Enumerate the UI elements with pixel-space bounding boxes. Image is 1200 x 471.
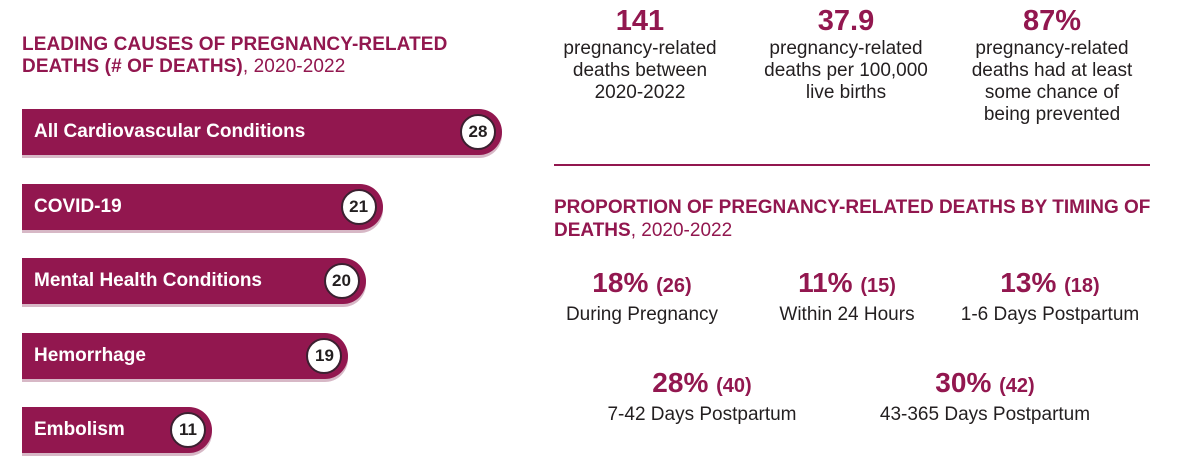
left-chart-title-text: LEADING CAUSES OF PREGNANCY-RELATED DEAT… bbox=[22, 34, 448, 77]
timing-7-42-days-label: 7-42 Days Postpartum bbox=[607, 404, 797, 425]
left-chart-title: LEADING CAUSES OF PREGNANCY-RELATED DEAT… bbox=[22, 34, 522, 78]
bar-covid-19: COVID-19 21 bbox=[22, 183, 383, 230]
bar-hemorrhage: Hemorrhage 19 bbox=[22, 332, 349, 379]
timing-within-24-hours-percent: 11% bbox=[798, 267, 853, 298]
timing-within-24-hours-count: (15) bbox=[860, 275, 896, 297]
timing-within-24-hours-label: Within 24 Hours bbox=[779, 304, 915, 325]
timing-7-42-days: 28% (40) 7-42 Days Postpartum bbox=[582, 366, 822, 427]
timing-43-365-days-label: 43-365 Days Postpartum bbox=[879, 404, 1091, 425]
bar-value-mental-health-conditions: 20 bbox=[323, 263, 360, 299]
stat-preventable: 87% pregnancy-related deaths had at leas… bbox=[952, 4, 1152, 126]
timing-1-6-days-label: 1-6 Days Postpartum bbox=[960, 304, 1140, 325]
timing-43-365-days: 30% (42) 43-365 Days Postpartum bbox=[865, 366, 1105, 427]
timing-section-title: PROPORTION OF PREGNANCY-RELATED DEATHS B… bbox=[554, 196, 1154, 242]
timing-section-title-years: , 2020-2022 bbox=[630, 220, 733, 241]
timing-section-title-text: PROPORTION OF PREGNANCY-RELATED DEATHS B… bbox=[554, 197, 1151, 241]
causes-bar-chart: All Cardiovascular Conditions 28 COVID-19 2… bbox=[0, 0, 540, 471]
timing-during-pregnancy: 18% (26) During Pregnancy bbox=[522, 266, 762, 327]
stat-preventable-text: pregnancy-related deaths had at least so… bbox=[971, 38, 1133, 125]
bar-value-hemorrhage: 19 bbox=[306, 337, 343, 374]
bar-embolism: Embolism 11 bbox=[22, 407, 212, 453]
timing-43-365-days-percent: 30% bbox=[935, 367, 992, 398]
stat-death-ratio: 37.9 pregnancy-related deaths per 100,00… bbox=[746, 4, 946, 104]
stat-preventable-value: 87% bbox=[1022, 5, 1082, 37]
stat-total-deaths: 141 pregnancy-related deaths between 202… bbox=[540, 4, 740, 104]
stat-death-ratio-value: 37.9 bbox=[817, 5, 875, 37]
bar-label-embolism: Embolism bbox=[34, 419, 125, 440]
bar-all-cardiovascular-conditions: All Cardiovascular Conditions 28 bbox=[22, 109, 502, 155]
bar-value-embolism: 11 bbox=[170, 412, 206, 448]
stat-total-deaths-text: pregnancy-related deaths between 2020-20… bbox=[563, 38, 717, 103]
stat-total-deaths-value: 141 bbox=[615, 5, 665, 37]
bar-mental-health-conditions: Mental Health Conditions 20 bbox=[22, 258, 366, 304]
bar-label-covid-19: COVID-19 bbox=[34, 195, 122, 217]
timing-1-6-days-count: (18) bbox=[1064, 275, 1100, 297]
timing-7-42-days-percent: 28% bbox=[652, 367, 709, 398]
timing-within-24-hours: 11% (15) Within 24 Hours bbox=[727, 266, 967, 327]
timing-7-42-days-count: (40) bbox=[716, 375, 752, 397]
timing-43-365-days-count: (42) bbox=[999, 375, 1035, 397]
timing-1-6-days-percent: 13% bbox=[1000, 267, 1057, 298]
bar-value-all-cardiovascular-conditions: 28 bbox=[460, 114, 496, 150]
left-chart-title-years: , 2020-2022 bbox=[242, 56, 346, 77]
timing-during-pregnancy-count: (26) bbox=[656, 275, 692, 297]
timing-1-6-days: 13% (18) 1-6 Days Postpartum bbox=[930, 266, 1170, 327]
stat-death-ratio-text: pregnancy-related deaths per 100,000 liv… bbox=[764, 38, 928, 103]
bar-value-covid-19: 21 bbox=[340, 188, 377, 225]
bar-label-hemorrhage: Hemorrhage bbox=[34, 344, 146, 366]
bar-label-all-cardiovascular-conditions: All Cardiovascular Conditions bbox=[34, 121, 306, 142]
timing-during-pregnancy-label: During Pregnancy bbox=[565, 304, 719, 325]
timing-during-pregnancy-percent: 18% bbox=[592, 267, 649, 298]
section-divider bbox=[554, 164, 1150, 166]
bar-label-mental-health-conditions: Mental Health Conditions bbox=[34, 270, 262, 291]
